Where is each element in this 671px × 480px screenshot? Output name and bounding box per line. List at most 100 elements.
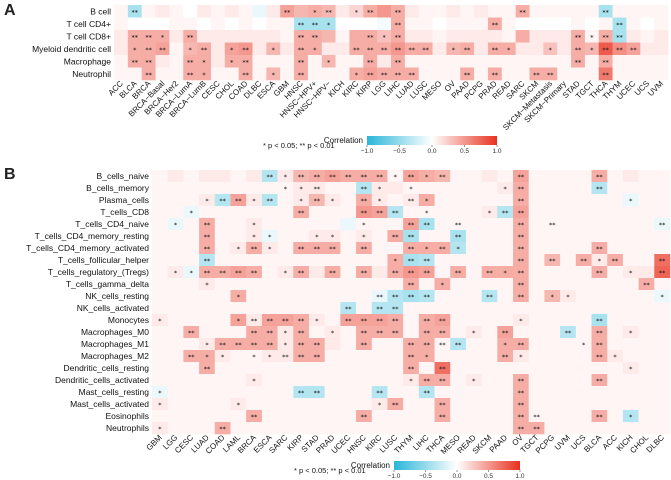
heatmap-cell (654, 266, 671, 279)
heatmap-cell (308, 290, 325, 303)
heatmap-cell (591, 314, 608, 327)
significance-mark: ** (392, 233, 399, 241)
significance-mark: ** (329, 269, 336, 277)
heatmap-cell (654, 5, 669, 18)
heatmap-cell (528, 338, 545, 351)
heatmap-cell (167, 206, 184, 219)
significance-mark: ** (423, 389, 430, 397)
heatmap-cell (434, 302, 451, 315)
significance-mark: * (362, 221, 366, 229)
significance-mark: * (237, 293, 241, 301)
column-label: PAAD (488, 433, 510, 455)
heatmap-cell (387, 302, 404, 315)
heatmap-cell (638, 422, 655, 435)
heatmap-cell (356, 422, 373, 435)
heatmap-cell (513, 170, 530, 183)
heatmap-cell (622, 338, 639, 351)
heatmap-cell (474, 55, 489, 68)
heatmap-cell (356, 314, 373, 327)
heatmap-cell (622, 230, 639, 243)
heatmap-cell (210, 5, 226, 18)
significance-mark: ** (439, 173, 446, 181)
heatmap-cell (293, 170, 310, 183)
significance-mark: * (174, 221, 178, 229)
heatmap-cell (277, 422, 294, 435)
heatmap-cell (214, 362, 231, 375)
heatmap-cell (560, 398, 577, 411)
heatmap-cell (543, 17, 558, 31)
significance-mark: ** (298, 245, 305, 253)
row-label: Neutrophils (106, 423, 149, 433)
heatmap-cell (607, 386, 624, 399)
heatmap-cell (434, 350, 451, 363)
heatmap-cell (418, 182, 435, 195)
significance-mark: ** (486, 293, 493, 301)
heatmap-cell (127, 5, 142, 18)
heatmap-cell (152, 326, 168, 339)
heatmap-cell (528, 218, 545, 231)
row-label: T_cells_CD4_naive (75, 219, 149, 229)
heatmap-cell (356, 266, 373, 279)
heatmap-cell (308, 266, 325, 279)
significance-mark: * (327, 58, 331, 66)
heatmap-cell (460, 17, 475, 31)
significance-mark: ** (367, 8, 374, 16)
heatmap-cell (246, 266, 263, 279)
heatmap-cell (356, 374, 373, 387)
heatmap-cell (560, 350, 577, 363)
heatmap-cell (403, 350, 420, 363)
heatmap-cell (183, 5, 198, 18)
heatmap-cell (340, 278, 357, 291)
heatmap-cell (544, 314, 561, 327)
heatmap-cell (324, 362, 341, 375)
panel-label-b: B (4, 166, 16, 183)
heatmap-cell (501, 55, 516, 68)
heatmap-cell (377, 67, 392, 81)
heatmap-cell (261, 326, 278, 339)
significance-mark: * (425, 245, 429, 253)
heatmap-cell (230, 170, 247, 183)
heatmap-cell (497, 230, 514, 243)
heatmap-cell (432, 42, 447, 56)
significance-mark: ** (616, 21, 623, 29)
heatmap-cell (308, 386, 325, 399)
heatmap-cell (544, 410, 561, 423)
heatmap-cell (308, 338, 325, 351)
heatmap-cell (515, 17, 530, 31)
heatmap-cell (294, 55, 309, 68)
significance-mark: * (133, 46, 137, 54)
heatmap-cell (465, 398, 482, 411)
significance-mark: ** (596, 185, 603, 193)
significance-mark: ** (361, 245, 368, 253)
heatmap-cell (197, 5, 212, 18)
heatmap-cell (640, 17, 655, 31)
heatmap-cell (261, 242, 278, 255)
heatmap-cell (324, 410, 341, 423)
significance-mark: * (237, 245, 241, 253)
significance-mark: * (205, 353, 209, 361)
significance-mark: * (158, 401, 162, 409)
heatmap-cell (238, 30, 253, 43)
heatmap-cell (434, 194, 451, 207)
significance-mark: ** (312, 21, 319, 29)
heatmap-cell (418, 194, 435, 207)
heatmap-cell (261, 218, 278, 231)
significance-mark: ** (518, 425, 525, 433)
heatmap-cell (513, 314, 530, 327)
heatmap-cell (487, 67, 503, 81)
significance-mark: ** (602, 46, 609, 54)
significance-mark: ** (408, 341, 415, 349)
significance-mark: ** (643, 281, 650, 289)
heatmap-cell (363, 67, 378, 81)
heatmap-cell (528, 362, 545, 375)
heatmap-cell (654, 230, 671, 243)
heatmap-cell (167, 302, 184, 315)
heatmap-cell (199, 302, 216, 315)
heatmap-cell (403, 278, 420, 291)
row-label: Eosinophils (106, 411, 149, 421)
heatmap-cell (293, 338, 310, 351)
heatmap-cell (497, 398, 514, 411)
significance-mark: * (504, 269, 508, 277)
heatmap-cell (497, 362, 514, 375)
